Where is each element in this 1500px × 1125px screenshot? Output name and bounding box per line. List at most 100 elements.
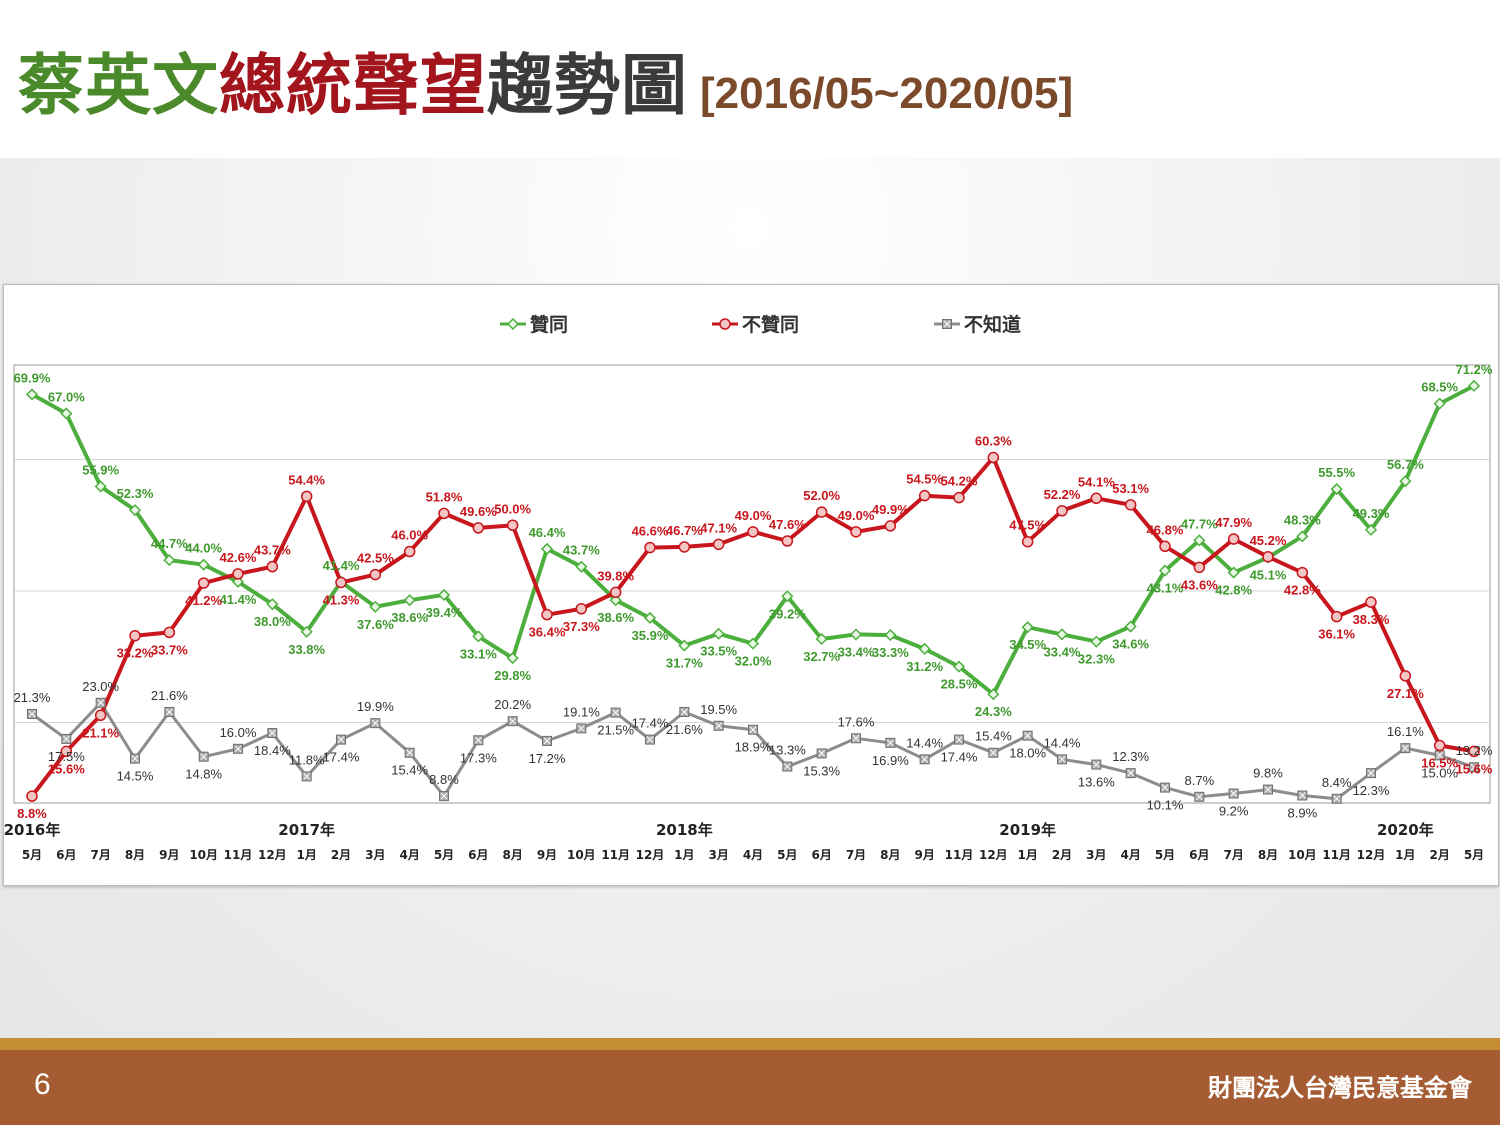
data-point-disapprove: [953, 491, 965, 504]
data-point-disapprove: [712, 538, 725, 551]
data-label-approve: 49.3%: [1353, 506, 1390, 521]
trend-chart: 贊同 不贊同 不知道 21.3% 17.5% 23.0% 14.5% 21.6% 14.8% 16…: [4, 313, 1493, 862]
data-point-unknown-cross: [337, 736, 345, 743]
data-label-approve: 33.5%: [700, 644, 737, 659]
data-point-disapprove: [850, 526, 862, 538]
data-label-unknown: 12.3%: [1353, 783, 1390, 798]
data-label-unknown: 20.2%: [494, 697, 531, 712]
x-tick-label: 4月: [743, 848, 763, 862]
data-point-approve: [1158, 564, 1172, 577]
data-point-unknown: [542, 735, 552, 746]
data-label-disapprove: 46.6%: [632, 524, 669, 539]
x-tick-label: 3月: [365, 848, 385, 862]
data-label-approve: 33.4%: [1044, 644, 1081, 659]
data-point-disapprove: [815, 506, 828, 518]
data-label-unknown: 21.5%: [597, 723, 634, 738]
data-point-disapprove: [781, 535, 794, 547]
data-point-unknown: [1263, 784, 1273, 795]
data-label-unknown: 9.2%: [1219, 804, 1249, 819]
x-tick-label: 2月: [1429, 848, 1449, 862]
data-label-approve: 44.0%: [185, 541, 222, 556]
data-point-approve: [369, 600, 382, 613]
data-label-unknown: 10.1%: [1147, 798, 1184, 813]
data-point-disapprove: [1193, 561, 1206, 574]
data-label-disapprove: 36.1%: [1318, 627, 1355, 642]
data-label-unknown: 14.8%: [185, 767, 222, 782]
data-label-approve: 38.6%: [391, 610, 428, 625]
data-label-disapprove: 52.0%: [803, 488, 840, 503]
data-label-unknown: 17.2%: [529, 751, 566, 766]
legend-marker-unknown: [942, 319, 952, 329]
data-point-approve: [781, 590, 794, 603]
data-label-unknown: 14.4%: [906, 735, 943, 750]
data-label-unknown: 18.0%: [1009, 746, 1046, 761]
x-tick-label: 1月: [674, 848, 694, 862]
data-point-disapprove: [1090, 492, 1103, 505]
data-label-approve: 42.8%: [1215, 583, 1252, 598]
data-label-approve: 38.6%: [597, 610, 634, 625]
data-point-unknown: [27, 708, 37, 719]
data-point-unknown-cross: [1470, 763, 1478, 771]
data-point-approve: [575, 560, 588, 573]
data-point-approve: [1433, 397, 1446, 410]
data-label-disapprove: 41.3%: [323, 592, 360, 607]
legend-label-unknown: 不知道: [964, 313, 1021, 336]
year-label: 2020年: [1377, 821, 1434, 839]
data-point-unknown-cross: [886, 739, 894, 747]
data-point-unknown-cross: [440, 792, 448, 800]
data-point-approve: [849, 628, 863, 641]
legend-marker-unknown-cross: [943, 320, 951, 328]
data-point-approve: [1193, 534, 1206, 547]
data-label-approve: 38.0%: [254, 614, 291, 629]
data-label-approve: 43.1%: [1147, 581, 1184, 596]
data-label-unknown: 23.0%: [82, 679, 119, 694]
data-point-approve: [815, 632, 828, 646]
data-label-unknown: 8.8%: [429, 772, 459, 787]
data-label-disapprove: 45.2%: [1250, 533, 1287, 548]
data-label-disapprove: 52.2%: [1044, 487, 1081, 502]
legend-label-approve: 贊同: [530, 314, 568, 336]
data-point-disapprove: [918, 489, 931, 502]
title-type: 趨勢圖: [487, 47, 688, 124]
data-point-disapprove: [197, 577, 210, 589]
legend-marker-approve: [506, 317, 520, 331]
data-point-unknown: [576, 723, 587, 734]
data-point-unknown-cross: [97, 699, 105, 707]
data-point-unknown-cross: [1333, 795, 1341, 803]
data-point-unknown: [336, 734, 346, 745]
data-label-approve: 46.4%: [529, 525, 566, 540]
data-point-approve: [1364, 523, 1378, 536]
data-point-unknown: [610, 707, 621, 718]
data-label-disapprove: 46.0%: [391, 528, 428, 543]
data-point-approve: [25, 388, 39, 401]
data-point-approve: [128, 504, 142, 517]
data-point-approve: [540, 542, 554, 555]
data-point-disapprove: [575, 603, 588, 615]
x-tick-label: 9月: [914, 848, 934, 862]
data-label-unknown: 18.4%: [254, 743, 291, 758]
data-point-approve: [1399, 475, 1412, 488]
data-point-disapprove: [678, 541, 691, 553]
data-label-approve: 55.5%: [1318, 465, 1355, 480]
data-label-disapprove: 54.4%: [288, 472, 325, 487]
data-point-unknown: [473, 735, 484, 746]
data-label-approve: 39.2%: [769, 606, 806, 621]
data-point-unknown-cross: [612, 709, 620, 716]
data-label-disapprove: 15.6%: [48, 761, 85, 776]
data-point-unknown: [919, 754, 930, 765]
data-label-approve: 33.4%: [838, 644, 875, 659]
x-tick-label: 6月: [56, 848, 76, 862]
data-point-unknown: [130, 753, 140, 764]
data-point-unknown-cross: [1264, 786, 1272, 793]
legend-label-disapprove: 不贊同: [742, 314, 799, 336]
data-point-unknown: [1366, 768, 1376, 779]
x-tick-label: 11月: [1322, 848, 1351, 862]
x-tick-label: 6月: [1189, 848, 1209, 862]
data-label-unknown: 13.3%: [769, 743, 806, 758]
data-point-unknown-cross: [1436, 752, 1444, 759]
data-point-unknown: [1228, 788, 1239, 799]
data-label-unknown: 15.3%: [803, 763, 840, 778]
data-label-approve: 24.3%: [975, 704, 1012, 719]
data-label-disapprove: 38.3%: [1353, 612, 1390, 627]
footer-accent-line: [0, 1038, 1500, 1050]
